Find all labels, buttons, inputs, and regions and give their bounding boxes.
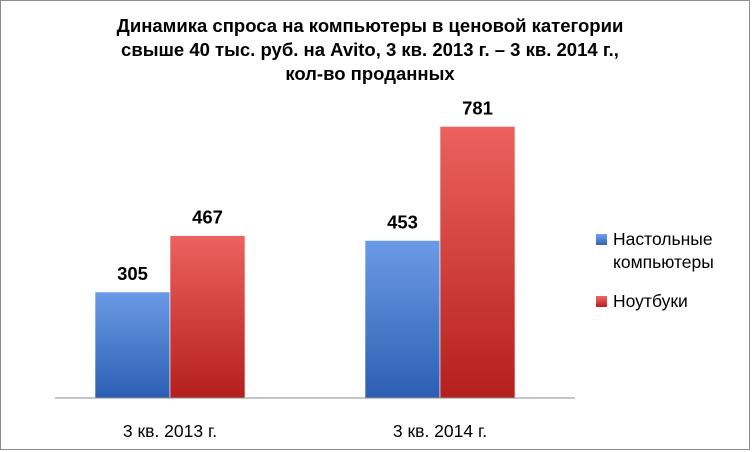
- chart-title: Динамика спроса на компьютеры в ценовой …: [40, 14, 700, 86]
- chart-title-line: Динамика спроса на компьютеры в ценовой …: [116, 15, 624, 36]
- chart-title-line: кол-во проданных: [285, 63, 455, 84]
- data-label: 781: [462, 97, 493, 118]
- legend-label: компьютеры: [613, 252, 714, 272]
- chart-title-line: свыше 40 тыс. руб. на Avito, 3 кв. 2013 …: [121, 39, 619, 60]
- bar-desktops: [94, 291, 171, 399]
- bar-laptops: [439, 126, 516, 399]
- legend-swatch-red: [596, 296, 607, 307]
- legend-item-laptops: Ноутбуки: [596, 290, 746, 313]
- x-tick-label: 3 кв. 2013 г.: [123, 421, 217, 441]
- legend-item-desktops: Настольные компьютеры: [596, 228, 746, 274]
- legend-swatch-blue: [596, 234, 607, 245]
- chart-legend: Настольные компьютеры Ноутбуки: [596, 228, 746, 313]
- data-label: 467: [192, 207, 223, 228]
- data-label: 453: [387, 211, 418, 232]
- bar-desktops: [364, 240, 441, 399]
- legend-label: Ноутбуки: [613, 291, 688, 311]
- data-label: 305: [117, 263, 148, 284]
- legend-label: Настольные: [613, 229, 713, 249]
- x-tick-label: 3 кв. 2014 г.: [393, 421, 487, 441]
- bar-laptops: [169, 235, 246, 399]
